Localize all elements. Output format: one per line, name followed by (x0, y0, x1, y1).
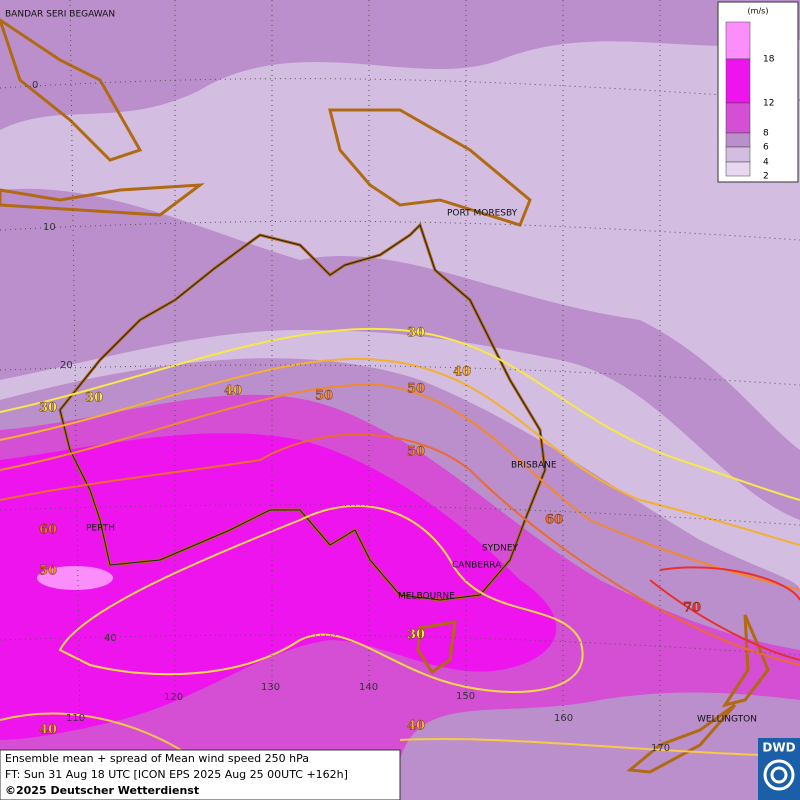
legend-swatch (725, 146, 751, 163)
latitude-label: 20 (60, 360, 73, 371)
logo-icon (770, 766, 788, 784)
contour (0, 327, 800, 501)
city-label: BANDAR SERI BEGAWAN (5, 10, 115, 20)
legend-swatch (725, 58, 751, 104)
graticule-line (69, 0, 661, 750)
contour-label: 50 (315, 389, 333, 404)
latitude-label: 10 (43, 222, 56, 233)
contour-label: 50 (407, 445, 425, 460)
shade (0, 188, 800, 521)
contour (58, 505, 584, 693)
footer-line: ©2025 Deutscher Wetterdienst (5, 784, 199, 797)
contour (0, 383, 800, 591)
contour-label: 40 (224, 384, 242, 399)
contour-label: 40 (453, 365, 471, 380)
contour-label: 50 (39, 564, 57, 579)
longitude-label: 110 (66, 713, 85, 724)
legend-swatch (725, 161, 751, 177)
legend-label: 8 (763, 129, 769, 139)
contour-label: 30 (407, 326, 425, 341)
logo-icon (763, 759, 795, 791)
contour-label: 30 (85, 391, 103, 406)
contour-label: 30 (39, 401, 57, 416)
legend-label: 12 (763, 99, 774, 109)
latitude-label: 40 (104, 633, 117, 644)
longitude-label: 160 (554, 713, 573, 724)
legend-label: 18 (763, 55, 775, 65)
city-label: SYDNEY (482, 544, 519, 554)
contour-label: 60 (39, 523, 57, 538)
longitude-label: 150 (456, 691, 475, 702)
contour-label: 30 (407, 628, 425, 643)
city-label: WELLINGTON (697, 715, 757, 725)
legend-label: 2 (763, 172, 769, 182)
contour (649, 566, 800, 661)
graticule-line (0, 78, 800, 656)
longitude-label: 170 (651, 743, 670, 754)
shade (0, 433, 557, 740)
legend-swatch (725, 102, 751, 134)
shade (0, 0, 800, 130)
footer-line: FT: Sun 31 Aug 18 UTC [ICON EPS 2025 Aug… (5, 768, 348, 781)
contour (0, 433, 800, 666)
contour-label: 70 (683, 601, 701, 616)
city-label: CANBERRA (452, 561, 502, 571)
footer-box (0, 749, 401, 800)
legend-unit: (m/s) (748, 7, 769, 16)
contour-label: 60 (545, 513, 563, 528)
contour-label: 40 (407, 719, 425, 734)
longitude-label: 130 (261, 682, 280, 693)
city-label: MELBOURNE (398, 592, 455, 602)
legend-swatch (725, 21, 751, 60)
contour-label: 40 (39, 723, 57, 738)
legend-label: 6 (763, 143, 769, 153)
legend-swatch (725, 132, 751, 148)
city-label: PORT MORESBY (447, 209, 518, 219)
contour (0, 358, 800, 546)
coastline (59, 224, 546, 601)
latitude-label: 0 (32, 80, 38, 91)
city-label: PERTH (86, 524, 115, 534)
contour-label: 50 (407, 382, 425, 397)
logo-text: DWD (762, 741, 795, 755)
city-label: BRISBANE (511, 461, 557, 471)
graticule (0, 0, 800, 750)
longitude-label: 140 (359, 682, 378, 693)
coastline (0, 18, 770, 774)
longitude-label: 120 (164, 692, 183, 703)
legend-label: 4 (763, 158, 769, 168)
footer-line: Ensemble mean + spread of Mean wind spee… (5, 752, 309, 765)
shade (37, 566, 113, 590)
